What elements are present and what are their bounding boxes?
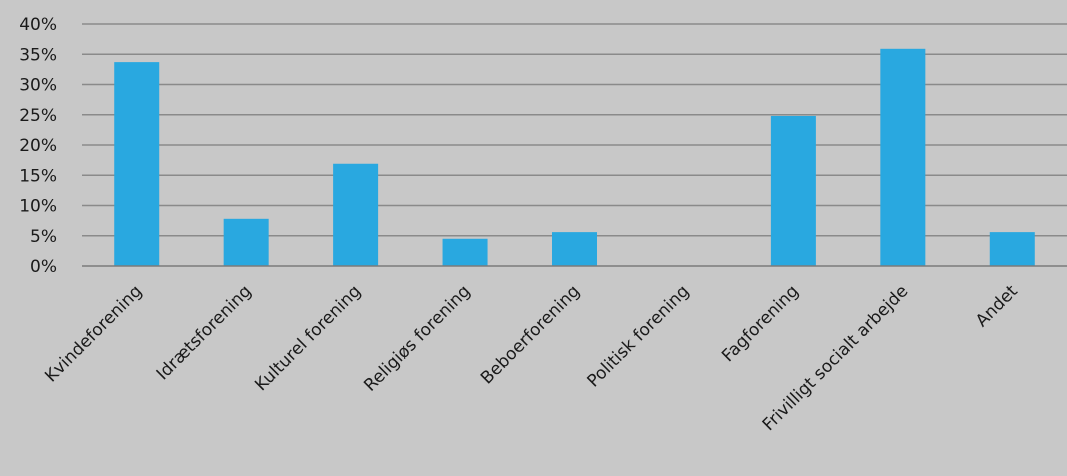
bar-andet bbox=[989, 232, 1035, 266]
bar-religiøs-forening bbox=[442, 238, 488, 266]
x-category-label: Andet bbox=[972, 281, 1022, 331]
grid-lines bbox=[82, 23, 1067, 237]
y-tick-label: 30% bbox=[19, 76, 57, 96]
y-tick-label: 5% bbox=[30, 227, 57, 247]
y-axis-tick-labels: 0% 5% 10% 15% 20% 25% 30% 35% 40% bbox=[19, 15, 57, 277]
y-tick-label: 10% bbox=[19, 197, 57, 217]
y-tick-label: 0% bbox=[30, 257, 57, 277]
bar-kvindeforening bbox=[114, 62, 160, 266]
x-category-label: Kulturel forening bbox=[251, 281, 365, 395]
x-category-label: Politisk forening bbox=[584, 281, 694, 391]
x-category-label: Beboerforening bbox=[477, 281, 584, 388]
y-tick-label: 15% bbox=[19, 166, 57, 186]
bar-idrætsforening bbox=[223, 218, 269, 266]
x-category-label: Fagforening bbox=[718, 281, 803, 366]
y-tick-label: 25% bbox=[19, 106, 57, 126]
bar-frivilligt-socialt-arbejde bbox=[880, 48, 926, 267]
bar-fagforening bbox=[770, 115, 816, 267]
x-category-label: Idrætsforening bbox=[153, 281, 256, 384]
y-tick-label: 35% bbox=[19, 45, 57, 65]
y-tick-label: 40% bbox=[19, 15, 57, 35]
bars bbox=[114, 48, 1035, 267]
bar-kulturel-forening bbox=[333, 163, 379, 266]
bar-beboerforening bbox=[552, 232, 597, 266]
y-tick-label: 20% bbox=[19, 136, 57, 156]
x-category-label: Kvindeforening bbox=[41, 281, 146, 386]
x-category-label: Religiøs forening bbox=[360, 281, 474, 395]
